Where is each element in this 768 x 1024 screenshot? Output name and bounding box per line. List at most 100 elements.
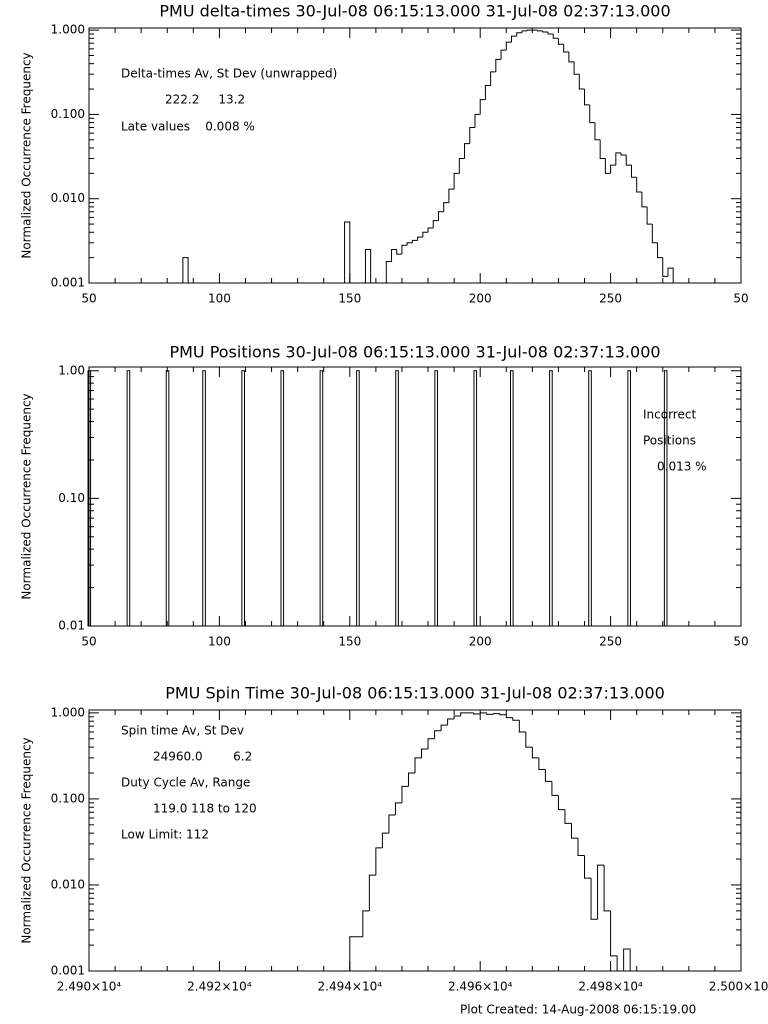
histogram-step [510,35,517,43]
histogram-step [447,718,455,726]
histogram-step [499,713,507,716]
x-tick-label: 2.492×10⁴ [187,980,252,994]
histogram-step [437,211,444,221]
histogram-step [364,248,372,283]
chart-title: PMU Spin Time 30-Jul-08 06:15:13.000 31-… [165,684,665,703]
bar [627,370,631,627]
histogram-step [505,41,512,51]
annotation: 0.013 % [657,460,707,474]
x-tick-label: 200 [469,292,492,306]
histogram-step [557,38,564,45]
y-axis-label: Normalized Occurrence Frequency [20,52,34,258]
histogram-step [584,855,592,879]
histogram-step [396,249,402,255]
histogram-step [563,44,569,53]
histogram-step [391,248,397,262]
histogram-step [479,99,486,115]
bar [473,370,478,627]
x-tick-label: 100 [208,292,231,306]
annotation: Low Limit: 112 [121,828,209,842]
plot-frame [88,27,742,284]
y-tick-label: 0.010 [51,191,85,205]
histogram-step [401,785,409,803]
bar [241,370,245,627]
histogram-step [667,267,674,283]
histogram-step [385,260,392,283]
plot-frame [88,366,742,627]
histogram-step [407,772,415,787]
x-tick-label: 250 [599,292,622,306]
x-tick-label: 50 [81,635,96,649]
histogram-step [518,720,526,733]
histogram-step [464,143,470,159]
histogram-step [516,32,522,37]
histogram-step [651,224,658,244]
x-tick-label: 150 [338,292,361,306]
histogram-step [505,714,513,719]
histogram-step [460,712,468,716]
plot-frame [88,709,742,972]
x-tick-label: 250 [599,635,622,649]
x-tick-label: 100 [208,635,231,649]
y-tick-label: 0.10 [58,491,85,505]
histogram-step [443,202,449,212]
histogram-step [590,878,598,920]
histogram-step [458,157,465,174]
histogram-step [486,712,494,715]
x-tick-label: 2.498×10⁴ [578,980,643,994]
x-tick-label: 50 [733,292,748,306]
footer: Plot Created: 14-Aug-2008 06:15:19.00 [460,1003,696,1017]
x-tick-label: 2.494×10⁴ [318,980,383,994]
histogram-step [525,731,533,748]
bar [319,370,324,627]
x-tick-label: 150 [338,635,361,649]
histogram-step [473,712,481,715]
histogram-step [526,29,533,31]
histogram-step [538,757,546,770]
histogram-step [564,809,572,824]
histogram-step [589,104,595,124]
histogram-step [453,715,461,719]
histogram-step [570,823,578,839]
histogram-step [537,30,543,32]
histogram-step [584,89,590,106]
histogram-step [512,717,520,721]
histogram-step [599,139,606,159]
histogram-step [484,85,491,100]
y-tick-label: 0.01 [58,619,85,633]
histogram-step [448,188,455,203]
histogram-step [641,192,648,208]
histogram-step [662,257,668,277]
histogram-step [388,814,396,834]
y-tick-label: 1.000 [51,705,85,719]
histogram-step [401,244,408,255]
histogram-step [552,33,559,39]
y-axis-label: Normalized Occurrence Frequency [20,737,34,943]
histogram-step [434,730,442,739]
bar [87,370,92,627]
chart-title: PMU delta-times 30-Jul-08 06:15:13.000 3… [159,2,670,21]
histogram-step [182,257,189,283]
annotation: Late values 0.008 % [121,120,255,134]
histogram-step [630,165,637,178]
bar [509,370,514,627]
histogram-step [521,30,528,33]
histogram-step [500,49,507,60]
x-tick-label: 50 [81,292,96,306]
histogram-step [406,242,413,246]
histogram-step [362,910,370,937]
y-tick-label: 0.100 [51,107,85,121]
histogram-step [547,32,554,35]
histogram-step [568,52,575,63]
histogram-step [603,865,611,912]
histogram-step [432,220,439,228]
histogram-step [422,231,429,238]
histogram-step [453,172,460,190]
x-tick-label: 200 [469,635,492,649]
histogram-step [604,158,611,174]
x-tick-label: 50 [733,635,748,649]
histogram-step [544,769,552,782]
annotation: Positions [643,434,696,448]
histogram-step [573,61,580,75]
